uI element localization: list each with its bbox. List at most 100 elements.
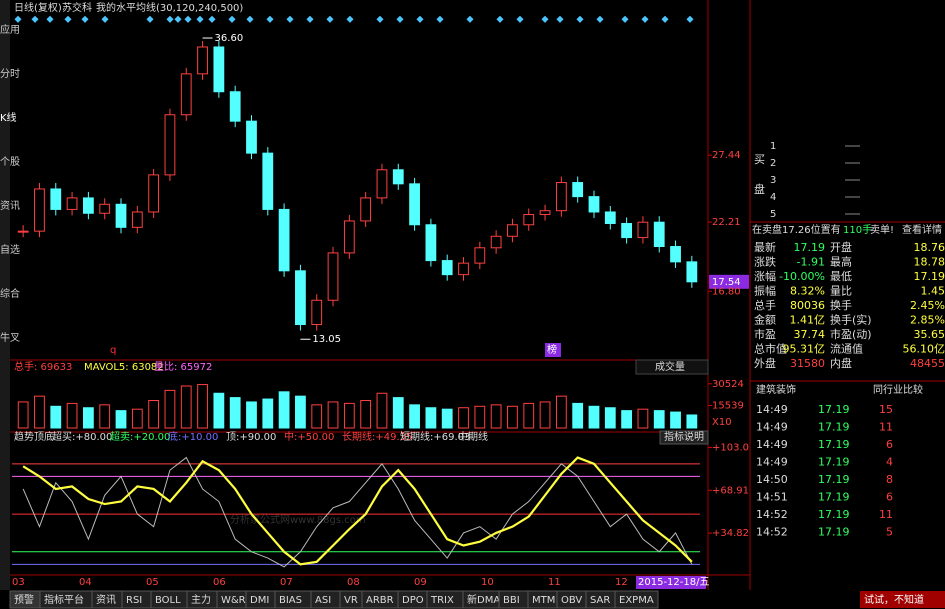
tab-label[interactable]: W&R <box>221 595 246 606</box>
tick-time: 14:49 <box>756 403 788 416</box>
book-row: 1 <box>770 141 776 152</box>
quote-cell: -1.91 <box>797 256 825 269</box>
explain-btn[interactable] <box>659 430 709 445</box>
month: 03 <box>12 577 25 588</box>
book-row: 3 <box>770 175 776 186</box>
tab-label[interactable]: BIAS <box>279 595 302 606</box>
vol-bar <box>213 392 225 429</box>
vol-bar <box>523 402 535 429</box>
selector[interactable] <box>635 359 709 375</box>
candle <box>425 224 437 262</box>
tick-vol: 8 <box>886 473 893 486</box>
status: 试试，不知道 <box>864 593 924 606</box>
vol-bar <box>17 401 29 429</box>
candle <box>295 270 306 326</box>
left-tab[interactable]: 综合 <box>0 287 20 300</box>
quote-cell: -10.00% <box>779 270 825 283</box>
tab-label[interactable]: DPO <box>402 595 424 606</box>
vol-bar <box>490 404 502 429</box>
vol-bar <box>295 395 306 429</box>
left-tab[interactable]: K线 <box>0 111 17 124</box>
left-tab[interactable]: 个股 <box>0 156 20 168</box>
industry[interactable]: 建筑装饰 <box>756 383 796 396</box>
period: 日线(复权) <box>14 1 62 14</box>
note: 13.05 <box>312 334 341 345</box>
left-tab[interactable]: 牛叉 <box>0 331 20 344</box>
left-tab[interactable]: 分时 <box>0 68 20 80</box>
diamond <box>208 15 216 23</box>
quote-cell: 内盘 <box>830 356 852 370</box>
quote-cell: 17.19 <box>794 241 826 254</box>
tab-label[interactable]: VR <box>344 595 358 606</box>
notice-link[interactable]: 查看详情 <box>902 223 942 236</box>
diamond <box>376 15 384 23</box>
tab-label[interactable]: 新DMA <box>467 593 500 606</box>
diamond <box>286 15 294 23</box>
vol-label: 量比: 65972 <box>154 361 212 373</box>
quote-cell: 开盘 <box>830 240 852 254</box>
notice-qty: 110手 <box>843 223 872 236</box>
left-tab[interactable]: 自选 <box>0 243 20 256</box>
tab-label[interactable]: OBV <box>561 595 582 606</box>
tab[interactable] <box>614 590 659 609</box>
candle <box>99 203 111 214</box>
tab-label[interactable]: 主力 <box>191 593 211 606</box>
left-tab[interactable]: 应用 <box>0 23 20 36</box>
tab-label[interactable]: 预警 <box>14 593 34 606</box>
vol-bar <box>311 404 323 429</box>
candle <box>539 210 551 216</box>
quote-cell: 总手 <box>754 298 776 312</box>
candle <box>50 188 62 210</box>
tab-label[interactable]: ASI <box>315 595 331 606</box>
tab-label[interactable]: ARBR <box>366 595 394 606</box>
tick-price: 17.19 <box>818 421 850 434</box>
tab-label[interactable]: 资讯 <box>96 594 116 606</box>
compare[interactable]: 同行业比较 <box>873 383 923 396</box>
tab-label[interactable]: MTM <box>532 595 555 606</box>
tab-label[interactable]: 指标平台 <box>44 593 84 606</box>
vol-bar <box>653 410 665 429</box>
tab-label[interactable]: BOLL <box>155 595 181 606</box>
vol-bar <box>180 385 192 429</box>
tab-label[interactable]: BBI <box>503 595 520 606</box>
candle <box>670 246 681 263</box>
quote-cell: 95.31亿 <box>783 343 826 356</box>
vol-bar <box>115 410 127 429</box>
tab-label[interactable]: DMI <box>250 595 269 606</box>
ind-name: 趋势顶底 <box>14 430 54 443</box>
book-label: 盘 <box>754 182 765 196</box>
date: 2015-12-18/五 <box>638 577 709 588</box>
left-tab[interactable]: 资讯 <box>0 200 20 212</box>
left-bar <box>0 0 10 590</box>
tab-label[interactable]: RSI <box>126 595 142 606</box>
candle <box>376 169 388 199</box>
ind-label: 超卖:+20.00 <box>110 430 170 443</box>
tab-label[interactable]: EXPMA <box>619 595 654 606</box>
tab-label[interactable]: TRIX <box>430 595 454 606</box>
tick-vol: 15 <box>879 403 893 416</box>
diamond <box>576 15 584 23</box>
vol-bar <box>83 407 94 429</box>
quote-cell: 最低 <box>830 270 852 283</box>
candle <box>164 114 176 176</box>
y-tick-label: 16.80 <box>712 286 741 297</box>
y-tick-label: +68.91 <box>712 485 749 496</box>
explain[interactable]: 指标说明 <box>664 430 704 443</box>
vol-bar <box>34 395 45 429</box>
candle <box>409 183 420 226</box>
candle <box>686 261 698 283</box>
vol-bar <box>507 405 518 429</box>
quote-cell: 涨幅 <box>754 270 776 283</box>
selector-text[interactable]: 成交量 <box>655 360 685 373</box>
tab-label[interactable]: SAR <box>590 595 610 606</box>
quote-cell: 2.45% <box>910 299 945 312</box>
ind-label: 顶:+90.00 <box>226 431 276 443</box>
vol-bar <box>343 402 355 429</box>
ind-label: 中:+50.00 <box>284 430 334 443</box>
tick-price: 17.19 <box>818 508 850 521</box>
tick-price: 17.19 <box>818 456 850 469</box>
quote-cell: 17.19 <box>914 270 945 283</box>
month: 11 <box>548 577 561 588</box>
vol-label: 总手: 69633 <box>14 360 72 373</box>
